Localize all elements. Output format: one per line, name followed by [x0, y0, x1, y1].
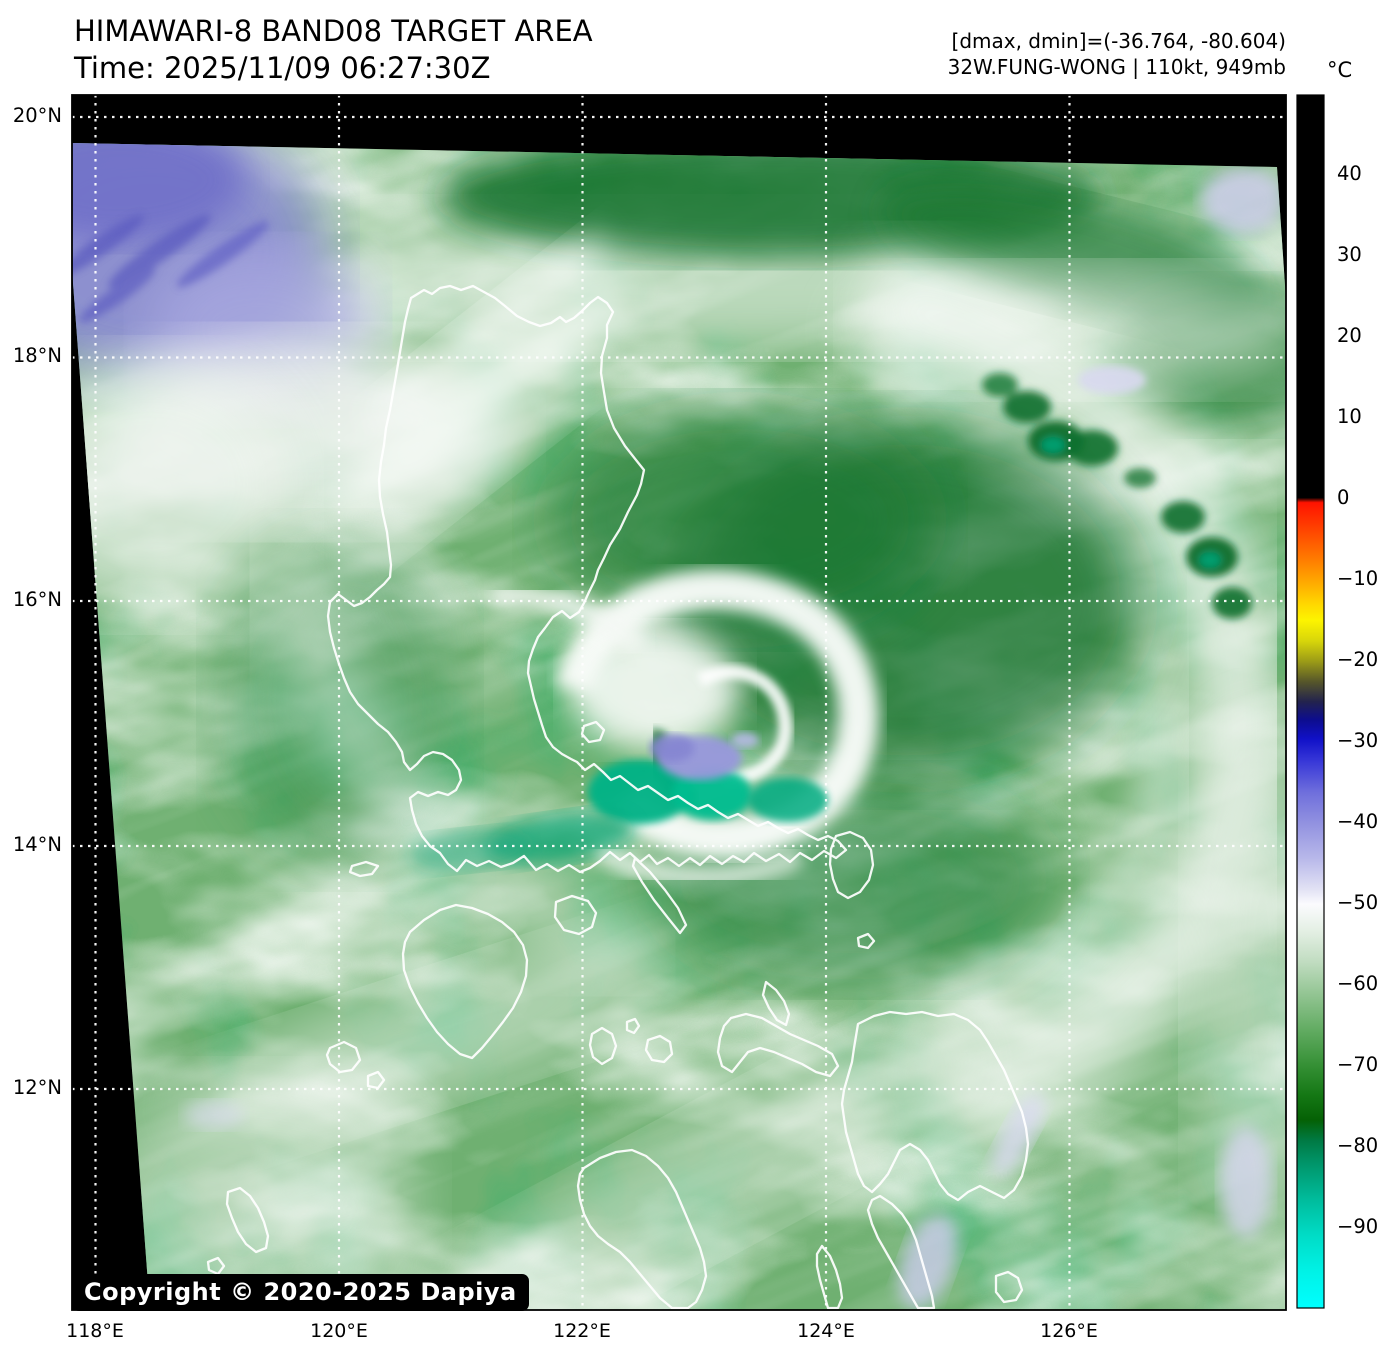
- colorbar-tick-label: −40: [1337, 810, 1379, 833]
- lat-tick-label-20n: 20°N: [12, 104, 62, 127]
- colorbar-tick-label: −30: [1337, 729, 1379, 752]
- coastline-small-islands: [206, 720, 876, 1276]
- dmax-dmin-readout: [dmax, dmin]=(-36.764, -80.604): [951, 29, 1286, 53]
- lat-tick-label-18n: 18°N: [12, 344, 62, 367]
- colorbar-tick-label: −60: [1337, 972, 1379, 995]
- graticule-gridlines: [72, 95, 1286, 1310]
- colorbar-tick-label: 20: [1337, 324, 1362, 347]
- lon-tick-label-124e: 124°E: [797, 1320, 855, 1342]
- coastline-central-islands: [401, 830, 875, 1078]
- lon-tick-label-118e: 118°E: [66, 1320, 124, 1342]
- colorbar-tick-label: −20: [1337, 648, 1379, 671]
- lat-tick-label-16n: 16°N: [12, 588, 62, 611]
- plot-border: [71, 94, 1287, 1311]
- colorbar-tick-label: 30: [1337, 243, 1362, 266]
- lon-tick-label-120e: 120°E: [310, 1320, 368, 1342]
- lon-tick-label-122e: 122°E: [553, 1320, 611, 1342]
- lon-tick-label-126e: 126°E: [1040, 1320, 1098, 1342]
- colorbar-tick-label: 40: [1337, 162, 1362, 185]
- colorbar-tick-label: −70: [1337, 1053, 1379, 1076]
- lat-tick-label-14n: 14°N: [12, 833, 62, 856]
- page-title: HIMAWARI-8 BAND08 TARGET AREA: [74, 14, 593, 48]
- timestamp: Time: 2025/11/09 06:27:30Z: [74, 51, 491, 85]
- copyright-badge: Copyright © 2020-2025 Dapiya: [72, 1274, 529, 1311]
- colorbar-tick-label: −80: [1337, 1134, 1379, 1157]
- coastline-visayas: [576, 1010, 1030, 1310]
- colorbar-tick-label: 10: [1337, 405, 1362, 428]
- colorbar: [1296, 94, 1325, 1309]
- coastlines: [206, 284, 1030, 1310]
- colorbar-unit-label: °C: [1327, 58, 1353, 82]
- colorbar-tick-label: −50: [1337, 891, 1379, 914]
- storm-readout: 32W.FUNG-WONG | 110kt, 949mb: [947, 55, 1286, 79]
- colorbar-tick-label: −10: [1337, 567, 1379, 590]
- coastline-luzon: [326, 284, 848, 874]
- colorbar-tick-label: −90: [1337, 1215, 1379, 1238]
- lat-tick-label-12n: 12°N: [12, 1076, 62, 1099]
- colorbar-tick-label: 0: [1337, 486, 1350, 509]
